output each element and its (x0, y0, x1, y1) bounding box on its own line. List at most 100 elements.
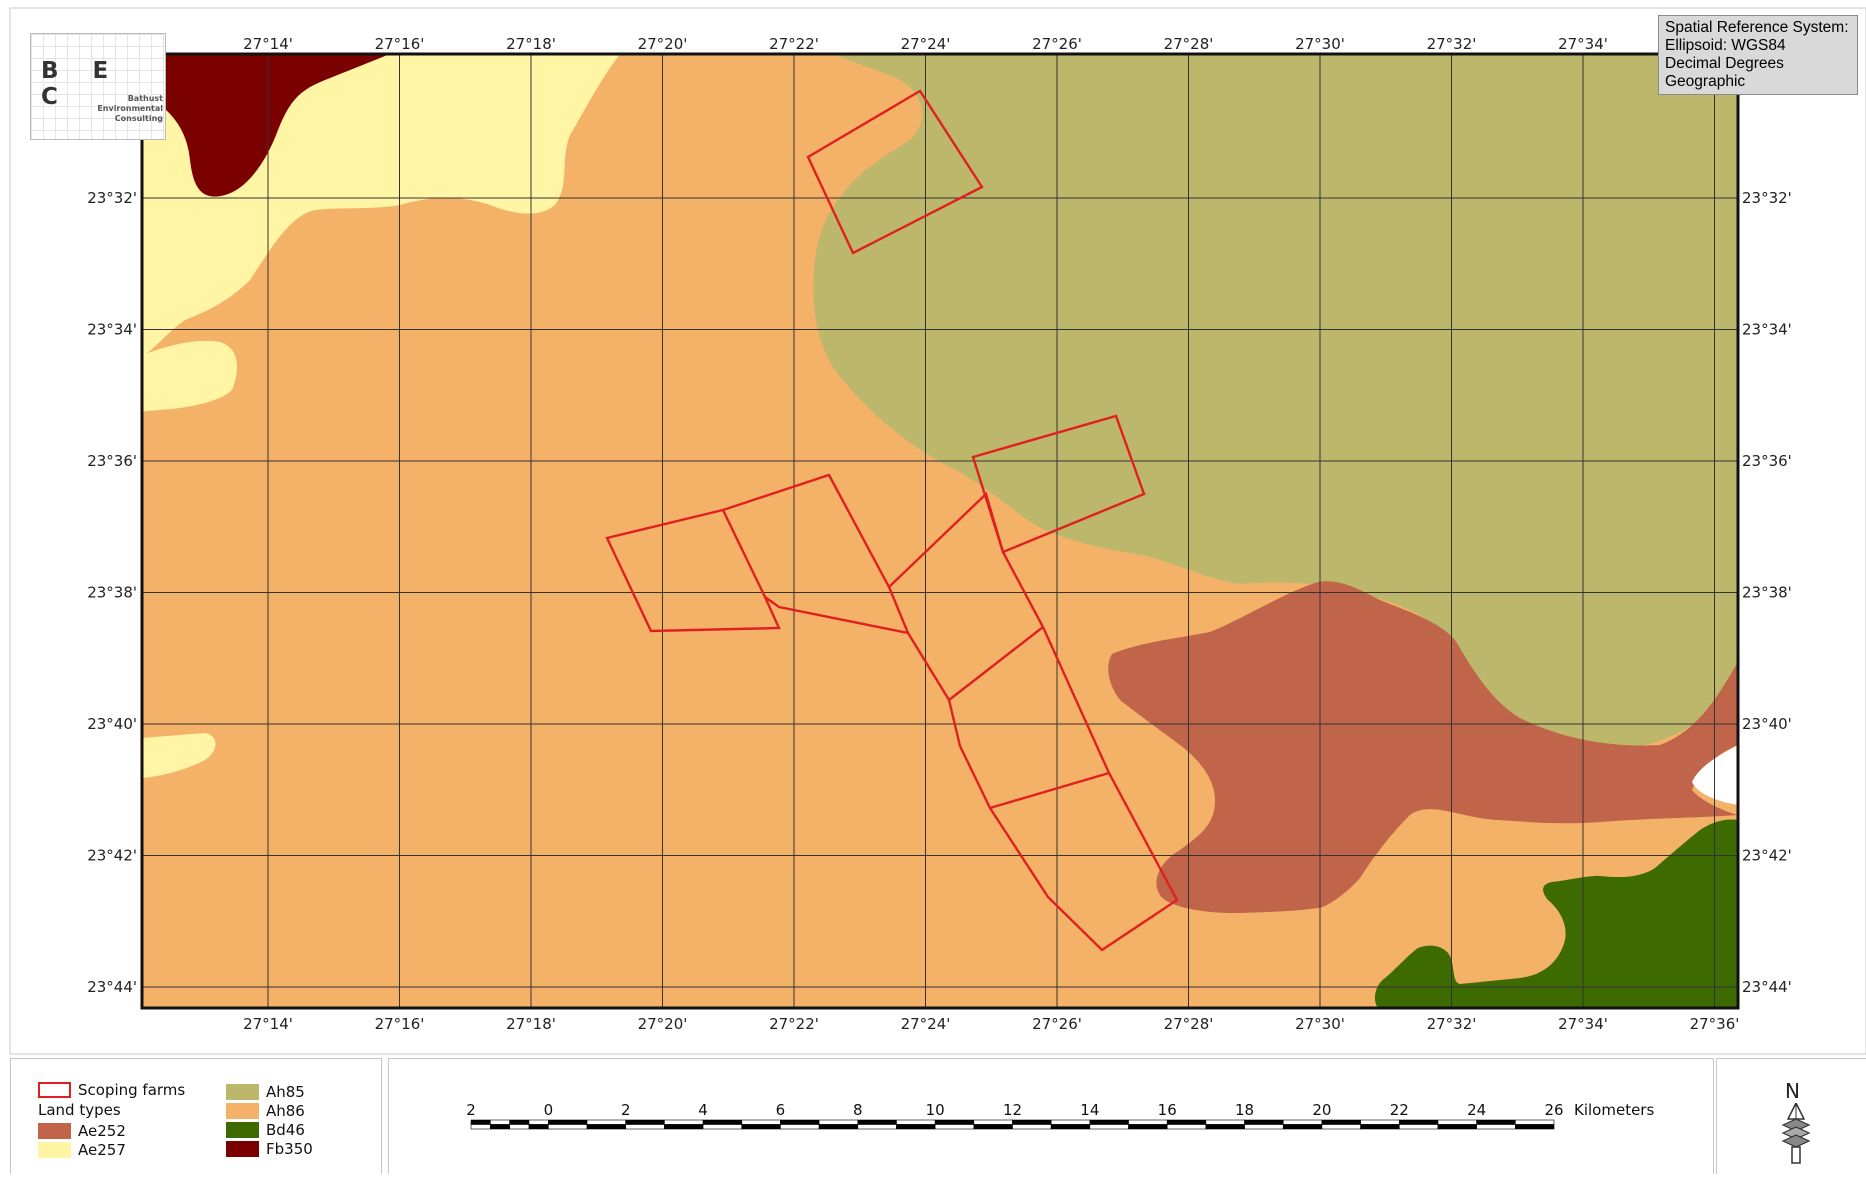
longitude-label: 27°22' (769, 35, 819, 53)
scale-segment (509, 1119, 530, 1125)
scale-bar-segments (470, 1119, 1555, 1130)
legend-item-ae257: Ae257 (38, 1141, 126, 1159)
legend-item-label: Bd46 (266, 1121, 305, 1139)
longitude-labels-bottom: 27°14' 27°16' 27°18' 27°20' 27°22' 27°24' 27°2… (243, 1015, 1739, 1033)
scale-segment (1515, 1119, 1555, 1125)
longitude-label: 27°28' (1164, 35, 1214, 53)
scoping-farms (605, 89, 1179, 952)
longitude-label: 27°30' (1295, 35, 1345, 53)
latitude-label: 23°34' (87, 321, 137, 339)
graticule-lines (142, 54, 1738, 1008)
legend-panel: Scoping farms Land types Ae252 Ae257 Ah8… (10, 1058, 382, 1174)
scale-segment (1321, 1119, 1361, 1125)
scale-segment (1205, 1119, 1245, 1125)
logo-org-line3: Consulting (114, 114, 163, 123)
latitude-label: 23°38' (1742, 584, 1792, 602)
logo-org-line1: Bathust (127, 94, 163, 103)
legend-swatch (38, 1123, 71, 1139)
scale-segment (1205, 1124, 1245, 1130)
scale-segment (1166, 1124, 1207, 1130)
scale-segment (973, 1124, 1013, 1130)
latitude-label: 23°38' (87, 584, 137, 602)
scale-segment (470, 1119, 491, 1125)
legend-item-label: Ae252 (78, 1122, 126, 1140)
region-fb350 (142, 54, 390, 197)
scale-segment (818, 1124, 859, 1130)
scale-segment (548, 1119, 588, 1125)
north-arrow-icon (1781, 1103, 1811, 1164)
scale-bar-labels: 2 0 2 4 6 8 10 12 14 16 18 20 22 24 26 (466, 1101, 1563, 1119)
scale-segment (625, 1119, 665, 1125)
latitude-label: 23°42' (1742, 847, 1792, 865)
scale-segment (1398, 1124, 1439, 1130)
scale-segment (509, 1124, 530, 1130)
region-ae257-west2 (142, 733, 216, 778)
latitude-label: 23°40' (1742, 715, 1792, 733)
latitude-label: 23°32' (87, 189, 137, 207)
legend-item-label: Ah85 (266, 1083, 305, 1101)
latitude-label: 23°32' (1742, 189, 1792, 207)
region-ae252 (1108, 581, 1738, 914)
latitude-label: 23°44' (1742, 978, 1792, 996)
longitude-label: 27°20' (638, 1015, 688, 1033)
scoping-farm-north (806, 89, 984, 255)
longitude-label: 27°24' (901, 35, 951, 53)
scale-segment (1398, 1119, 1439, 1125)
legend-swatch (226, 1084, 259, 1100)
longitude-label: 27°20' (638, 35, 688, 53)
scale-segment (818, 1119, 859, 1125)
logo-org-name: Bathust Environmental Consulting (97, 94, 163, 124)
spatial-reference-box: Spatial Reference System: Ellipsoid: WGS… (1658, 15, 1858, 95)
legend-land-types-heading: Land types (38, 1101, 121, 1119)
region-ae257-west1 (142, 340, 237, 412)
scale-segment (1050, 1119, 1091, 1125)
scale-segment (934, 1119, 975, 1125)
logo-letters: B E C (41, 58, 122, 110)
scale-segment (664, 1124, 704, 1130)
north-label: N (1785, 1079, 1800, 1103)
longitude-label: 27°16' (375, 35, 425, 53)
legend-item-bd46: Bd46 (226, 1121, 305, 1139)
logo-grid (31, 34, 165, 139)
scale-unit-label: Kilometers (1574, 1101, 1654, 1119)
srs-line-4: Geographic (1665, 73, 1746, 90)
scale-segment (1244, 1119, 1284, 1125)
scale-segment (934, 1124, 975, 1130)
longitude-label: 27°26' (1032, 35, 1082, 53)
scale-segment (857, 1124, 897, 1130)
legend-item-label: Fb350 (266, 1140, 313, 1158)
scale-tick-label: 2 (466, 1101, 476, 1119)
scale-segment (1128, 1124, 1168, 1130)
scale-segment (528, 1124, 549, 1130)
scale-segment (780, 1119, 820, 1125)
legend-swatch (38, 1142, 71, 1158)
scale-tick-label: 10 (926, 1101, 945, 1119)
legend-scoping-farms: Scoping farms (38, 1081, 185, 1099)
longitude-label: 27°14' (243, 35, 293, 53)
scale-segment (1244, 1124, 1284, 1130)
scale-segment (470, 1124, 491, 1130)
scale-tick-label: 8 (853, 1101, 863, 1119)
srs-line-2: Ellipsoid: WGS84 (1665, 37, 1786, 54)
scale-tick-label: 12 (1003, 1101, 1022, 1119)
longitude-label: 27°28' (1164, 1015, 1214, 1033)
scoping-farm-central (722, 473, 1179, 952)
land-type-map: 27°14' 27°16' 27°18' 27°20' 27°22' 27°24' 27°2… (9, 7, 1866, 1055)
scale-segment (973, 1119, 1013, 1125)
scale-tick-label: 18 (1235, 1101, 1254, 1119)
srs-line-1: Spatial Reference System: (1665, 19, 1849, 36)
legend-swatch (226, 1122, 259, 1138)
scale-segment (586, 1119, 627, 1125)
scale-segment (1089, 1124, 1129, 1130)
scale-segment (1360, 1124, 1400, 1130)
latitude-label: 23°44' (87, 978, 137, 996)
scale-segment (1321, 1124, 1361, 1130)
scale-segment (1282, 1119, 1323, 1125)
scale-tick-label: 20 (1312, 1101, 1331, 1119)
legend-item-fb350: Fb350 (226, 1140, 313, 1158)
scale-segment (780, 1124, 820, 1130)
scale-segment (741, 1124, 781, 1130)
longitude-labels-top: 27°14' 27°16' 27°18' 27°20' 27°22' 27°24' 27°2… (243, 35, 1608, 53)
scale-tick-label: 24 (1467, 1101, 1486, 1119)
latitude-label: 23°36' (1742, 452, 1792, 470)
